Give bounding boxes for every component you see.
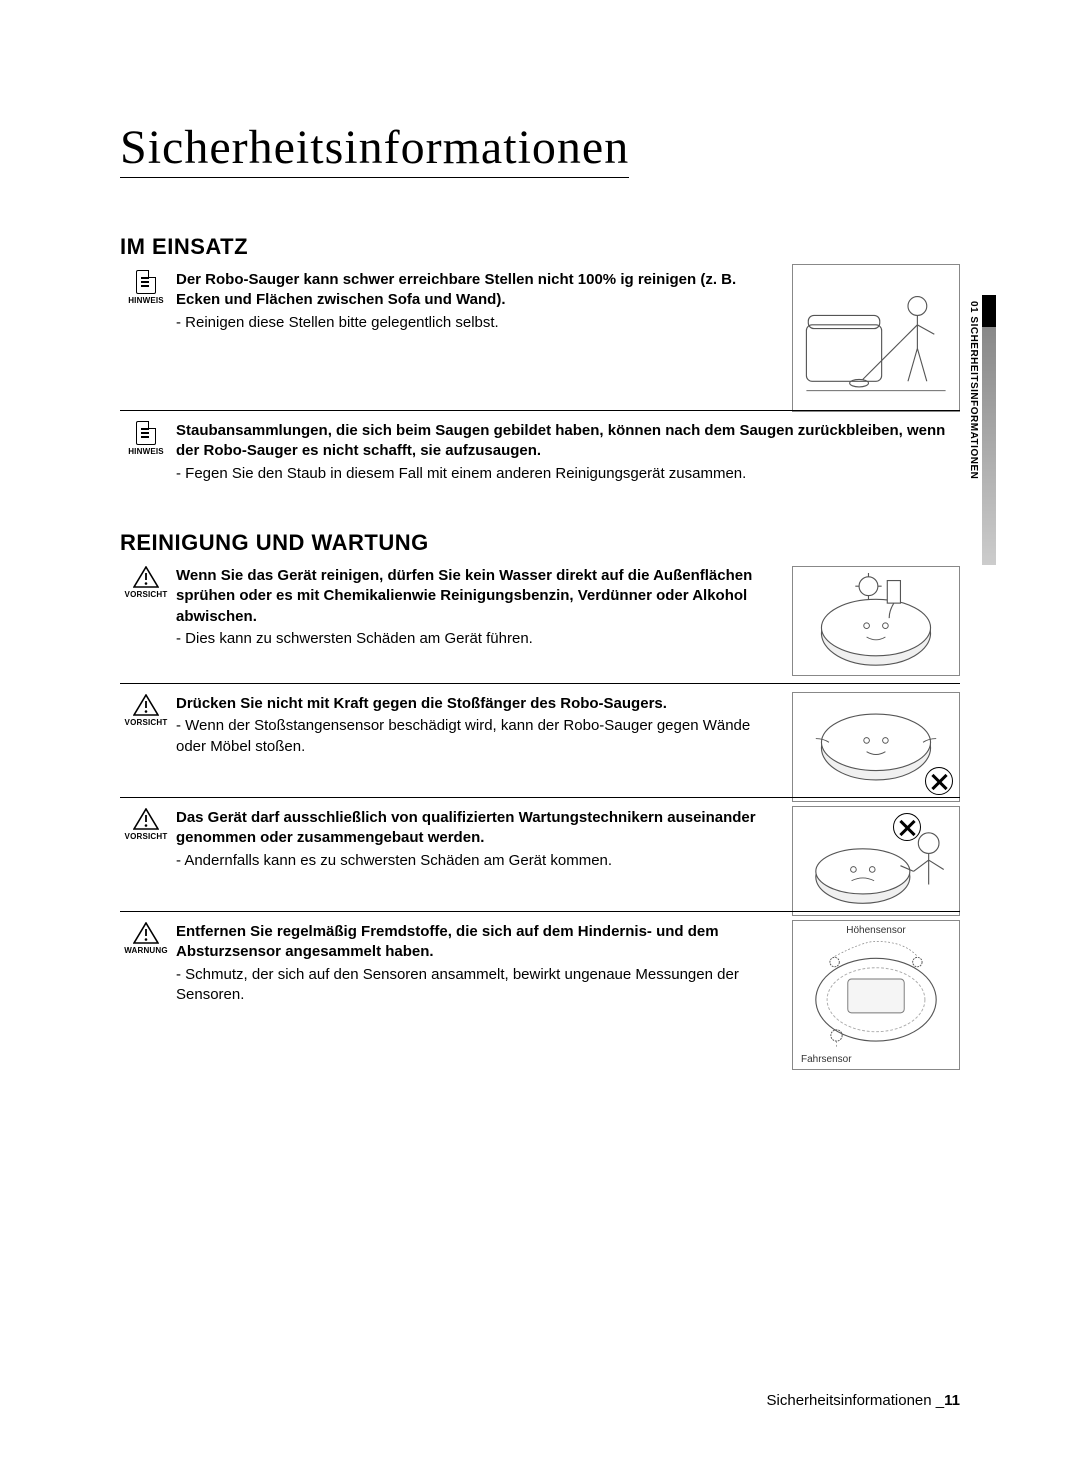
info-block: VORSICHT Wenn Sie das Gerät reinigen, dü… bbox=[120, 566, 960, 649]
info-block: VORSICHT Drücken Sie nicht mit Kraft geg… bbox=[120, 683, 960, 763]
footer-text: Sicherheitsinformationen _ bbox=[767, 1392, 945, 1409]
page-footer: Sicherheitsinformationen _11 bbox=[767, 1392, 960, 1409]
block-bold: Wenn Sie das Gerät reinigen, dürfen Sie … bbox=[176, 566, 780, 627]
illustration bbox=[792, 692, 960, 802]
block-body: - Andernfalls kann es zu schwersten Schä… bbox=[176, 851, 780, 871]
sensor-label-bottom: Fahrsensor bbox=[801, 1054, 852, 1065]
icon-label: VORSICHT bbox=[120, 718, 172, 727]
block-bold: Der Robo-Sauger kann schwer erreichbare … bbox=[176, 270, 780, 311]
icon-label: HINWEIS bbox=[120, 296, 172, 305]
illustration bbox=[792, 806, 960, 916]
caution-icon bbox=[133, 694, 159, 716]
page-title: Sicherheitsinformationen bbox=[120, 120, 629, 178]
info-block: HINWEIS Der Robo-Sauger kann schwer erre… bbox=[120, 270, 960, 350]
side-tab-marker bbox=[982, 295, 996, 327]
caution-icon bbox=[133, 566, 159, 588]
footer-page-number: 11 bbox=[944, 1392, 960, 1409]
info-block: VORSICHT Das Gerät darf ausschließlich v… bbox=[120, 797, 960, 877]
block-bold: Drücken Sie nicht mit Kraft gegen die St… bbox=[176, 694, 780, 714]
warning-icon-wrap: WARNUNG bbox=[120, 922, 172, 955]
block-body: - Wenn der Stoßstangensensor beschädigt … bbox=[176, 716, 780, 757]
info-block: HINWEIS Staubansammlungen, die sich beim… bbox=[120, 410, 960, 490]
side-tab: 01 SICHERHEITSINFORMATIONEN bbox=[970, 295, 996, 565]
icon-label: WARNUNG bbox=[120, 946, 172, 955]
block-body: - Reinigen diese Stellen bitte gelegentl… bbox=[176, 313, 780, 333]
caution-icon-wrap: VORSICHT bbox=[120, 808, 172, 841]
illustration bbox=[792, 264, 960, 412]
note-icon bbox=[136, 270, 156, 294]
caution-icon bbox=[133, 808, 159, 830]
block-body: - Fegen Sie den Staub in diesem Fall mit… bbox=[176, 464, 960, 484]
caution-icon-wrap: VORSICHT bbox=[120, 694, 172, 727]
illustration: Höhensensor Fahrsensor bbox=[792, 920, 960, 1070]
icon-label: VORSICHT bbox=[120, 590, 172, 599]
note-icon bbox=[136, 421, 156, 445]
icon-label: VORSICHT bbox=[120, 832, 172, 841]
illustration bbox=[792, 566, 960, 676]
side-tab-text: 01 SICHERHEITSINFORMATIONEN bbox=[968, 301, 979, 479]
block-bold: Entfernen Sie regelmäßig Fremdstoffe, di… bbox=[176, 922, 780, 963]
block-body: - Dies kann zu schwersten Schäden am Ger… bbox=[176, 629, 780, 649]
x-mark-icon bbox=[893, 813, 921, 841]
section-heading-maint: REINIGUNG UND WARTUNG bbox=[120, 530, 960, 556]
warning-icon bbox=[133, 922, 159, 944]
block-body: - Schmutz, der sich auf den Sensoren ans… bbox=[176, 965, 780, 1006]
note-icon-wrap: HINWEIS bbox=[120, 421, 172, 456]
icon-label: HINWEIS bbox=[120, 447, 172, 456]
x-mark-icon bbox=[925, 767, 953, 795]
section-heading-use: IM EINSATZ bbox=[120, 234, 960, 260]
side-tab-bar bbox=[982, 327, 996, 565]
block-bold: Das Gerät darf ausschließlich von qualif… bbox=[176, 808, 780, 849]
info-block: WARNUNG Entfernen Sie regelmäßig Fremdst… bbox=[120, 911, 960, 1005]
caution-icon-wrap: VORSICHT bbox=[120, 566, 172, 599]
block-bold: Staubansammlungen, die sich beim Saugen … bbox=[176, 421, 960, 462]
sensor-label-top: Höhensensor bbox=[793, 925, 959, 936]
note-icon-wrap: HINWEIS bbox=[120, 270, 172, 305]
